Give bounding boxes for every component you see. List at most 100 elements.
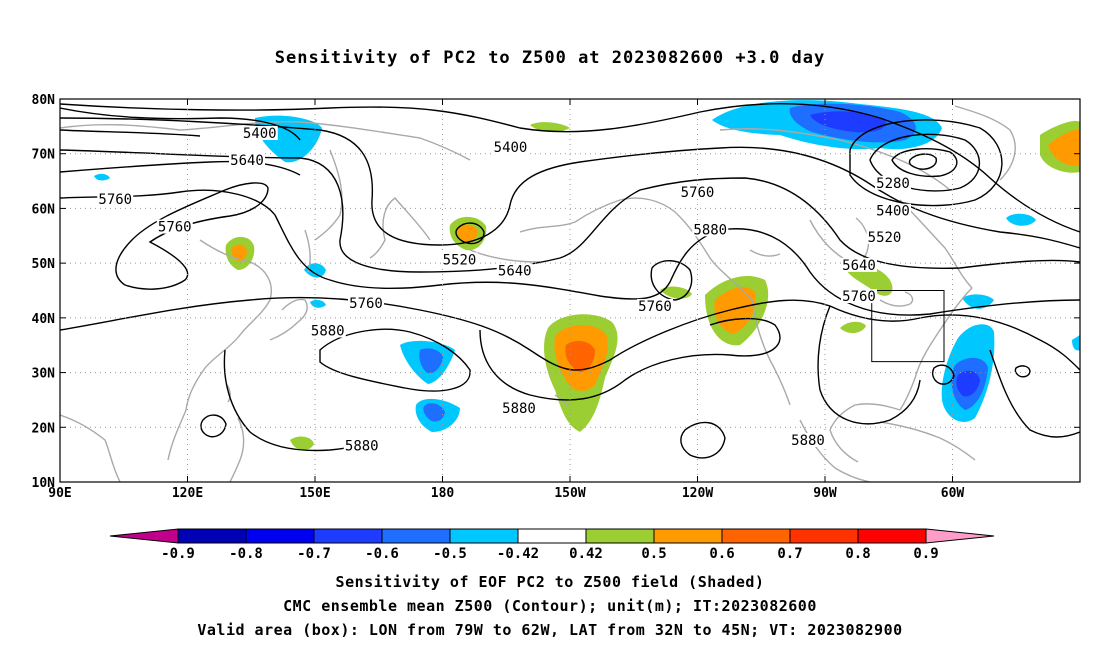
shade-orange-east-pacific — [714, 286, 756, 334]
contour-label-bg — [343, 438, 380, 453]
contour-5880-small-loop-atlantic — [931, 364, 955, 385]
colorbar-label: -0.7 — [297, 546, 331, 562]
contour-5400-west-south — [60, 107, 301, 141]
valid-area-box — [871, 290, 945, 363]
contour-label-bg — [637, 298, 673, 313]
contour-label-bg — [841, 257, 877, 272]
coast-canada-interior-lake — [749, 249, 781, 257]
contour-label-bg — [241, 126, 278, 141]
contour-label-bg — [790, 432, 826, 447]
contour-label-bg — [156, 219, 193, 234]
shade-orange-north-atlantic — [1048, 129, 1080, 166]
colorbar-segment — [177, 528, 247, 544]
coast-alaska — [519, 197, 753, 301]
coast-us-east — [899, 287, 973, 411]
contour-label-bg — [492, 140, 529, 155]
coast-japan — [269, 298, 308, 341]
lat-tick-label: 50N — [32, 257, 56, 272]
lat-tick-label: 20N — [32, 421, 56, 436]
contour-label: 5760 — [158, 220, 192, 236]
contour-label-bg — [229, 152, 265, 167]
lat-tick-label: 10N — [32, 476, 56, 491]
coast-north-america-arctic — [719, 128, 951, 191]
shade-orange-bering — [457, 224, 478, 242]
shade-green-great-lakes — [840, 321, 866, 334]
contour-label: 5880 — [311, 324, 345, 340]
shade-green-arctic-small — [530, 122, 570, 133]
colorbar-label: 0.8 — [845, 546, 870, 562]
coast-labrador — [899, 199, 973, 289]
contour-label: 5520 — [868, 230, 902, 246]
colorbar-segment — [585, 528, 655, 544]
contour-5280-low-1 — [891, 148, 958, 178]
contour-5880-central — [479, 317, 781, 401]
colorbar-label: 0.7 — [777, 546, 802, 562]
colorbar-extend-low — [109, 528, 179, 544]
colorbar-segment — [653, 528, 723, 544]
contour-label-bg — [679, 185, 716, 200]
contour-5520-west — [60, 129, 201, 137]
chart-title: Sensitivity of PC2 to Z500 at 2023082600… — [274, 48, 826, 68]
contour-label: 5760 — [98, 192, 132, 208]
contour-label-bg — [348, 296, 384, 311]
contour-label: 5760 — [349, 296, 383, 312]
contour-5400-north — [60, 102, 1080, 233]
colorbar-label: -0.9 — [161, 546, 195, 562]
contour-5760-north — [60, 189, 1080, 316]
contour-5280-low-3 — [849, 119, 1003, 207]
contour-label: 5760 — [681, 185, 715, 201]
colorbar-label: 0.6 — [709, 546, 734, 562]
lat-tick-label: 80N — [32, 93, 56, 108]
contour-5520-bering-loop — [455, 222, 485, 245]
shade-dark-blue-western-atlantic — [956, 370, 980, 397]
contour-5760-west-loop — [115, 182, 269, 290]
contour-label-bg — [496, 263, 533, 278]
colorbar-label: 0.42 — [569, 546, 603, 562]
colorbar-segment — [517, 528, 587, 544]
lat-tick-label: 60N — [32, 202, 56, 217]
shade-mid-blue-subtropical-pacific — [423, 403, 445, 422]
coast-southeast-asia — [60, 414, 121, 482]
shade-mid-blue-northwest-pacific — [419, 348, 443, 374]
contour-5880-main — [60, 296, 1080, 371]
lat-tick-label: 70N — [32, 148, 56, 163]
coast-asia-north — [60, 120, 471, 161]
contour-label-bg — [501, 401, 537, 416]
coast-greenland — [954, 105, 1016, 181]
colorbar-extend-high — [925, 528, 995, 544]
contour-label-bg — [875, 175, 911, 190]
longitude-axis: 90E 120E 150E 180 150W 120W 90W 60W — [48, 99, 964, 501]
contour-5880-small-loop-west — [200, 414, 227, 438]
lon-tick-label: 90E — [48, 486, 71, 501]
lon-tick-label: 180 — [431, 486, 455, 501]
coast-kamchatka — [369, 197, 431, 259]
contour-label: 5880 — [345, 438, 379, 454]
contour-label: 5880 — [791, 433, 825, 449]
colorbar-segment — [313, 528, 383, 544]
contour-label: 5760 — [842, 289, 876, 305]
contour-5280-low-core — [908, 153, 937, 170]
contour-label: 5280 — [876, 176, 910, 192]
contour-label: 5400 — [494, 140, 528, 156]
contour-label: 5400 — [876, 204, 910, 220]
colorbar-segment — [789, 528, 859, 544]
coast-okhotsk — [314, 149, 343, 241]
shade-green-hudson — [845, 264, 893, 296]
contour-label-bg — [866, 229, 903, 244]
latitude-axis: 80N 70N 60N 50N 40N 30N 20N 10N — [32, 93, 1080, 491]
coast-hudson-bay — [809, 217, 870, 264]
colorbar-label: -0.42 — [497, 546, 539, 562]
lon-tick-label: 150E — [299, 486, 330, 501]
colorbar-segment — [721, 528, 791, 544]
contour-5880-atlantic — [989, 349, 1080, 438]
colorbar-label: 0.5 — [641, 546, 666, 562]
contour-label: 5640 — [498, 263, 532, 279]
contour-label-bg — [309, 323, 346, 338]
coast-gulf-mexico — [829, 403, 901, 463]
coast-philippines — [229, 417, 245, 482]
contour-5760-alaska-loop — [650, 260, 693, 301]
lat-tick-label: 30N — [32, 367, 56, 382]
colorbar-segment — [449, 528, 519, 544]
shade-darkorange-central-pacific — [565, 340, 595, 372]
contour-label-bg — [692, 222, 729, 237]
